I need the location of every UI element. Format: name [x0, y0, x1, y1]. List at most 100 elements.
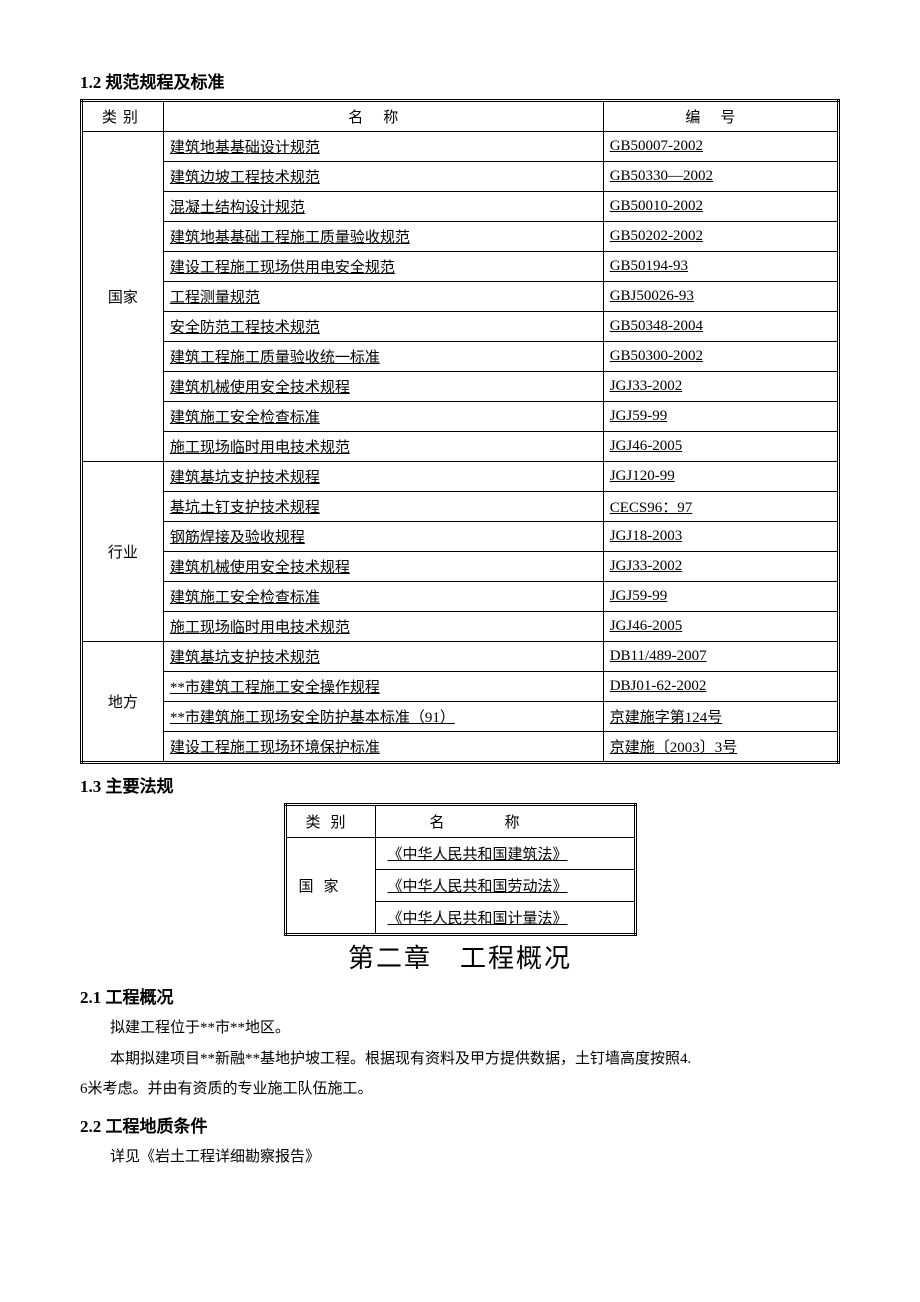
name-text: 施工现场临时用电技术规范	[170, 620, 350, 636]
name-cell: 建设工程施工现场环境保护标准	[163, 732, 603, 763]
name-text: 建筑施工安全检查标准	[170, 410, 320, 426]
paragraph: 详见《岩土工程详细勘察报告》	[80, 1143, 840, 1172]
name-text: 建筑基坑支护技术规程	[170, 470, 320, 486]
table-row: 施工现场临时用电技术规范 JGJ46-2005	[82, 432, 839, 462]
section-2-2-heading: 2.2 工程地质条件	[80, 1112, 840, 1137]
col-header-name: 名称	[375, 805, 635, 838]
code-cell: JGJ33-2002	[603, 372, 838, 402]
code-cell: GB50330—2002	[603, 162, 838, 192]
table-row: **市建筑施工现场安全防护基本标准（91） 京建施字第124号	[82, 702, 839, 732]
table-row: 工程测量规范 GBJ50026-93	[82, 282, 839, 312]
code-cell: 京建施字第124号	[603, 702, 838, 732]
name-text: 建设工程施工现场环境保护标准	[170, 740, 380, 756]
paragraph: 拟建工程位于**市**地区。	[80, 1014, 840, 1043]
name-text: 建筑机械使用安全技术规程	[170, 560, 350, 576]
code-text: GBJ50026-93	[610, 288, 694, 304]
header-code-text: 编号	[685, 110, 755, 126]
code-text: GB50330—2002	[610, 168, 713, 184]
name-text: 建筑机械使用安全技术规程	[170, 380, 350, 396]
chapter-2-title: 第二章 工程概况	[80, 938, 840, 975]
name-text: 建筑边坡工程技术规范	[170, 170, 320, 186]
table-header-row: 类别 名称 编号	[82, 101, 839, 132]
table-row: 钢筋焊接及验收规程 JGJ18-2003	[82, 522, 839, 552]
table-row: 建筑地基基础工程施工质量验收规范GB50202-2002	[82, 222, 839, 252]
name-cell: 《中华人民共和国建筑法》	[375, 838, 635, 870]
name-cell: 建筑机械使用安全技术规程	[163, 552, 603, 582]
name-cell: 建筑施工安全检查标准	[163, 582, 603, 612]
table-row: 基坑土钉支护技术规程CECS96：97	[82, 492, 839, 522]
name-cell: 建筑基坑支护技术规程	[163, 462, 603, 492]
code-text: GB50194-93	[610, 258, 688, 274]
table-row: 建筑边坡工程技术规范 GB50330—2002	[82, 162, 839, 192]
table-row: 安全防范工程技术规范GB50348-2004	[82, 312, 839, 342]
code-text: JGJ18-2003	[610, 528, 683, 544]
code-cell: JGJ33-2002	[603, 552, 838, 582]
name-text: 《中华人民共和国计量法》	[388, 911, 568, 927]
col-header-code: 编号	[603, 101, 838, 132]
code-text: GB50348-2004	[610, 318, 703, 334]
name-text: 工程测量规范	[170, 290, 260, 306]
code-text: GB50007-2002	[610, 138, 703, 154]
name-cell: 《中华人民共和国计量法》	[375, 902, 635, 935]
table-row: 建筑机械使用安全技术规程 JGJ33-2002	[82, 372, 839, 402]
name-cell: 建筑工程施工质量验收统一标准	[163, 342, 603, 372]
code-text: GB50202-2002	[610, 228, 703, 244]
code-cell: GB50348-2004	[603, 312, 838, 342]
name-cell: **市建筑施工现场安全防护基本标准（91）	[163, 702, 603, 732]
code-cell: JGJ59-99	[603, 582, 838, 612]
code-cell: GB50300-2002	[603, 342, 838, 372]
code-cell: GB50007-2002	[603, 132, 838, 162]
name-text: 《中华人民共和国建筑法》	[388, 847, 568, 863]
code-cell: DBJ01-62-2002	[603, 672, 838, 702]
table-row: 建筑施工安全检查标准 JGJ59-99	[82, 402, 839, 432]
code-cell: DB11/489-2007	[603, 642, 838, 672]
code-cell: JGJ18-2003	[603, 522, 838, 552]
table-row: 建筑机械使用安全技术规程 JGJ33-2002	[82, 552, 839, 582]
name-text: 钢筋焊接及验收规程	[170, 530, 305, 546]
code-text: JGJ46-2005	[610, 618, 683, 634]
table-row: 建设工程施工现场供用电安全规范 GB50194-93	[82, 252, 839, 282]
name-text: 建筑基坑支护技术规范	[170, 650, 320, 666]
name-text: **市建筑工程施工安全操作规程	[170, 680, 380, 696]
name-text: 建筑施工安全检查标准	[170, 590, 320, 606]
code-cell: 京建施〔2003〕3号	[603, 732, 838, 763]
section-1-2-heading: 1.2 规范规程及标准	[80, 68, 840, 93]
name-text: 建设工程施工现场供用电安全规范	[170, 260, 395, 276]
category-cell: 国家	[82, 132, 164, 462]
category-cell: 地方	[82, 642, 164, 763]
code-cell: JGJ59-99	[603, 402, 838, 432]
section-2-1-heading: 2.1 工程概况	[80, 983, 840, 1008]
code-text: JGJ46-2005	[610, 438, 683, 454]
code-text: GB50300-2002	[610, 348, 703, 364]
standards-table-body: 国家 建筑地基基础设计规范 GB50007-2002 建筑边坡工程技术规范 GB5…	[82, 132, 839, 763]
code-cell: JGJ46-2005	[603, 432, 838, 462]
table-row: 行业 建筑基坑支护技术规程 JGJ120-99	[82, 462, 839, 492]
standards-table: 类别 名称 编号 国家 建筑地基基础设计规范 GB50007-2002 建筑边坡…	[80, 99, 840, 764]
name-cell: 工程测量规范	[163, 282, 603, 312]
code-cell: CECS96：97	[603, 492, 838, 522]
code-text: JGJ33-2002	[610, 558, 683, 574]
code-text: JGJ33-2002	[610, 378, 683, 394]
table-row: 建设工程施工现场环境保护标准 京建施〔2003〕3号	[82, 732, 839, 763]
name-text: 建筑工程施工质量验收统一标准	[170, 350, 380, 366]
laws-table: 类别 名称 国家 《中华人民共和国建筑法》 《中华人民共和国劳动法》 《中华人民…	[284, 803, 637, 936]
name-cell: 施工现场临时用电技术规范	[163, 612, 603, 642]
section-1-3-heading: 1.3 主要法规	[80, 772, 840, 797]
table-row: 施工现场临时用电技术规范 JGJ46-2005	[82, 612, 839, 642]
name-text: 施工现场临时用电技术规范	[170, 440, 350, 456]
paragraph: 本期拟建项目**新融**基地护坡工程。根据现有资料及甲方提供数据，土钉墙高度按照…	[80, 1045, 840, 1074]
name-text: **市建筑施工现场安全防护基本标准（91）	[170, 710, 455, 726]
code-cell: GB50010-2002	[603, 192, 838, 222]
name-cell: 建筑机械使用安全技术规程	[163, 372, 603, 402]
name-cell: 建筑地基基础设计规范	[163, 132, 603, 162]
code-cell: GBJ50026-93	[603, 282, 838, 312]
code-text: DB11/489-2007	[610, 648, 707, 664]
paragraph-continuation: 6米考虑。并由有资质的专业施工队伍施工。	[80, 1075, 840, 1104]
name-text: 混凝土结构设计规范	[170, 200, 305, 216]
name-text: 建筑地基基础设计规范	[170, 140, 320, 156]
laws-table-body: 国家 《中华人民共和国建筑法》 《中华人民共和国劳动法》 《中华人民共和国计量法…	[285, 838, 635, 935]
name-cell: 建设工程施工现场供用电安全规范	[163, 252, 603, 282]
col-header-category: 类别	[285, 805, 375, 838]
code-text: JGJ59-99	[610, 408, 668, 424]
name-cell: **市建筑工程施工安全操作规程	[163, 672, 603, 702]
